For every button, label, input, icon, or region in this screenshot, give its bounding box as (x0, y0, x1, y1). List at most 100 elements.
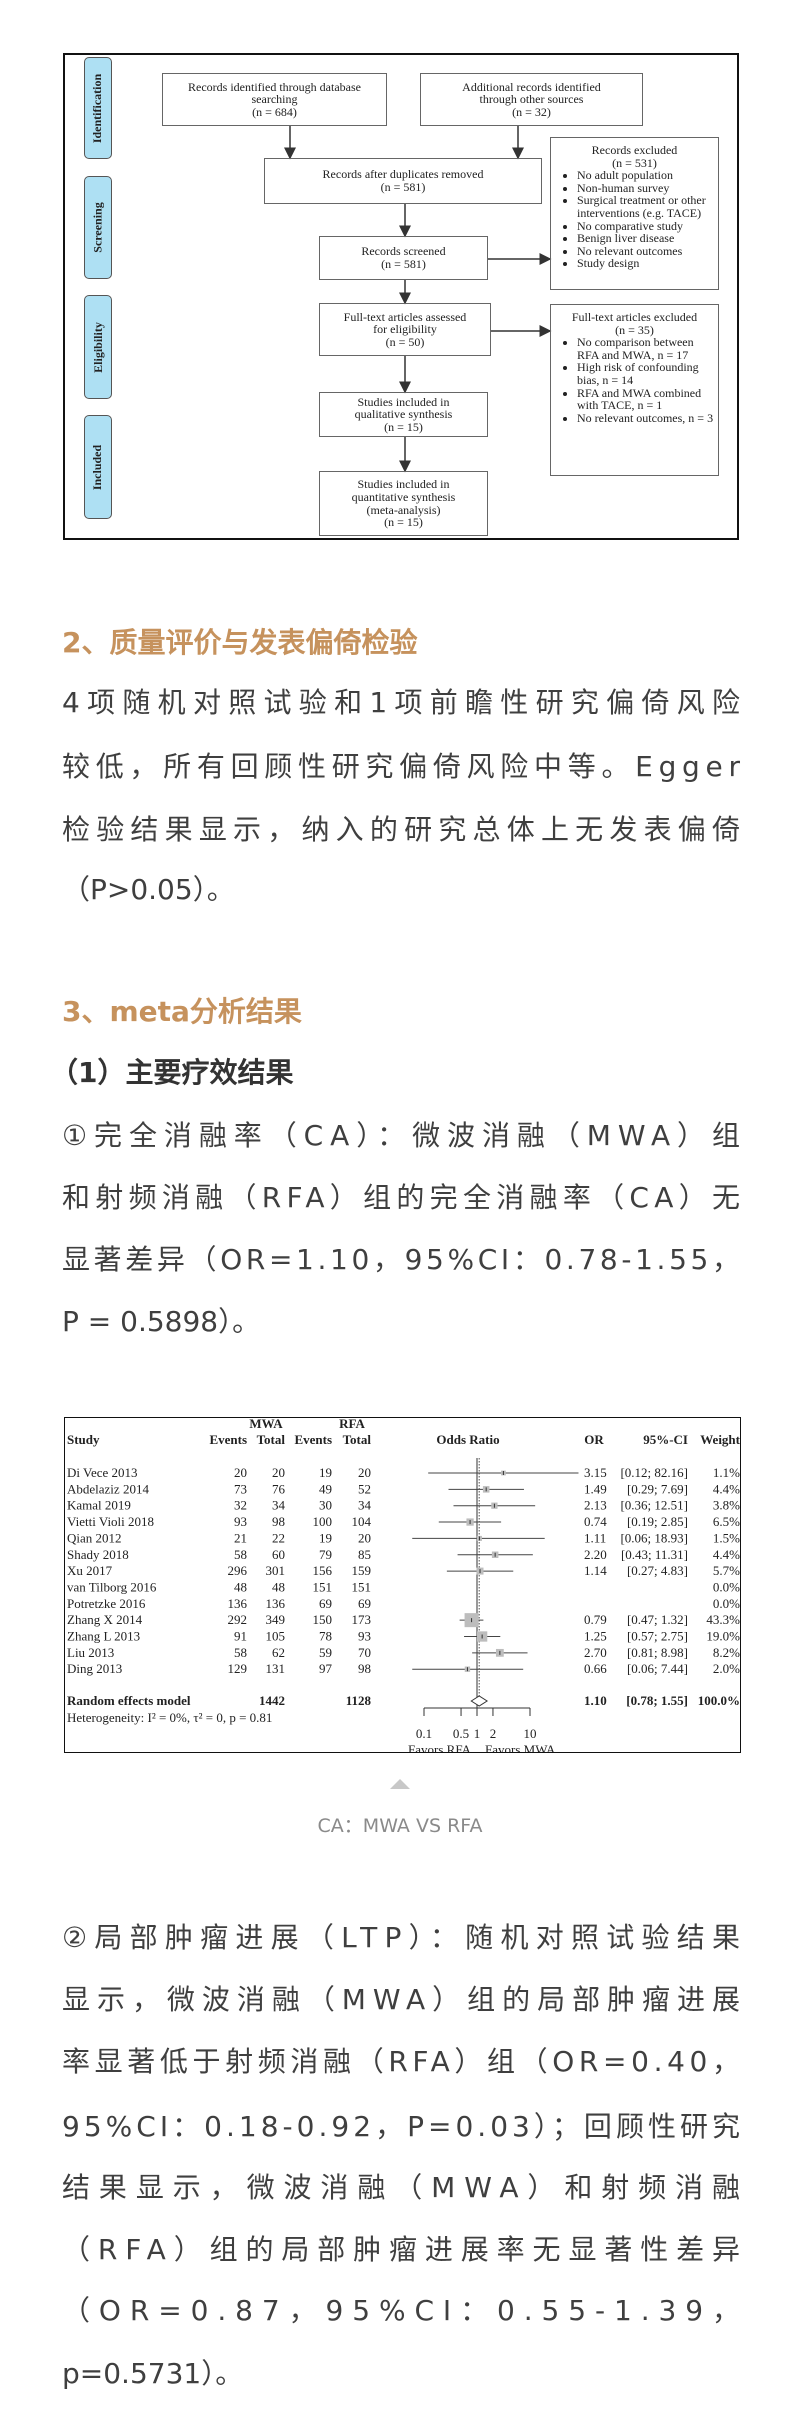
ci-value: [0.36; 12.51] (620, 1498, 688, 1513)
rfa-events: 78 (319, 1629, 332, 1644)
study-label: Di Vece 2013 (67, 1465, 138, 1480)
stage-identification: Identification (84, 57, 112, 159)
ci-value: [0.06; 18.93] (620, 1530, 688, 1545)
paragraph-line: 显示，微波消融（MWA）组的局部肿瘤进展 (62, 1983, 747, 2016)
caption-triangle-icon (390, 1779, 410, 1789)
mwa-total: 34 (272, 1498, 286, 1513)
forest-plot-svg: MWA RFA Study Events Total Events Total Odds Ra… (67, 1418, 740, 1753)
mwa-events: 129 (228, 1661, 248, 1676)
mwa-events: 58 (234, 1645, 247, 1660)
rfa-total: 173 (352, 1612, 372, 1627)
rfa-events: 79 (319, 1547, 332, 1562)
paragraph-line: 结果显示，微波消融（MWA）和射频消融 (62, 2171, 749, 2204)
ci-value: [0.57; 2.75] (627, 1629, 688, 1644)
rfa-events: 59 (319, 1645, 332, 1660)
rfa-total: 20 (358, 1465, 371, 1480)
or-value: 2.20 (584, 1547, 607, 1562)
header-rfa: RFA (339, 1418, 365, 1431)
pooled-weight: 100.0% (698, 1693, 740, 1708)
box-fulltext-excluded: Full-text articles excluded(n = 35) No c… (550, 304, 719, 476)
rfa-events: 150 (313, 1612, 333, 1627)
study-label: Vietti Violi 2018 (67, 1514, 154, 1529)
rfa-events: 151 (313, 1579, 333, 1594)
favors-rfa-label: Favors RFA (408, 1742, 472, 1753)
weight-value: 0.0% (713, 1579, 740, 1594)
weight-value: 4.4% (713, 1547, 740, 1562)
weight-value: 43.3% (706, 1612, 740, 1627)
x-tick-label: 1 (474, 1726, 481, 1741)
header-mwa: MWA (249, 1418, 283, 1431)
rfa-total: 93 (358, 1629, 371, 1644)
mwa-total: 22 (272, 1530, 285, 1545)
box-qualitative-synthesis: Studies included in qualitative synthesis… (319, 392, 488, 437)
mwa-total: 48 (272, 1579, 285, 1594)
study-label: Abdelaziz 2014 (67, 1481, 149, 1496)
ci-value: [0.06; 7.44] (627, 1661, 688, 1676)
rfa-total: 20 (358, 1530, 371, 1545)
or-value: 1.11 (584, 1530, 606, 1545)
study-label: Liu 2013 (67, 1645, 114, 1660)
mwa-events: 93 (234, 1514, 247, 1529)
study-label: Qian 2012 (67, 1530, 122, 1545)
ci-value: [0.43; 11.31] (621, 1547, 688, 1562)
study-label: Shady 2018 (67, 1547, 129, 1562)
records-excluded-list: No adult population Non-human survey Sur… (551, 169, 718, 270)
weight-value: 3.8% (713, 1498, 740, 1513)
mwa-events: 58 (234, 1547, 247, 1562)
ci-value: [0.47; 1.32] (627, 1612, 688, 1627)
rfa-events: 97 (319, 1661, 333, 1676)
pooled-ci: [0.78; 1.55] (626, 1693, 688, 1708)
weight-value: 4.4% (713, 1481, 740, 1496)
or-value: 1.14 (584, 1563, 607, 1578)
x-tick-label: 0.1 (416, 1726, 432, 1741)
flow-arrows (284, 126, 552, 473)
paragraph-line: P = 0.5898）。 (62, 1305, 261, 1338)
rfa-events: 69 (319, 1596, 332, 1611)
rfa-total: 159 (352, 1563, 372, 1578)
or-value: 1.25 (584, 1629, 607, 1644)
mwa-events: 21 (234, 1530, 247, 1545)
header-mwa-events: Events (209, 1432, 247, 1447)
header-study: Study (67, 1432, 100, 1447)
rfa-events: 49 (319, 1481, 332, 1496)
stage-eligibility: Eligibility (84, 295, 112, 399)
paragraph-line: （OR=0.87，95%CI：0.55-1.39， (62, 2294, 749, 2327)
box-after-duplicates: Records after duplicates removed (n = 581… (264, 158, 542, 204)
rfa-total: 70 (358, 1645, 371, 1660)
weight-value: 1.1% (713, 1465, 740, 1480)
ci-value: [0.29; 7.69] (627, 1481, 688, 1496)
box-other-records: Additional records identified through oth… (420, 73, 643, 126)
weight-value: 1.5% (713, 1530, 740, 1545)
study-label: Potretzke 2016 (67, 1596, 146, 1611)
box-database-records: Records identified through database searc… (162, 73, 387, 126)
header-weight: Weight (700, 1432, 740, 1447)
mwa-total: 105 (266, 1629, 286, 1644)
mwa-total: 20 (272, 1465, 285, 1480)
stage-included: Included (84, 415, 112, 519)
box-fulltext-assessed: Full-text articles assessed for eligibili… (319, 303, 491, 356)
paragraph-line: p=0.5731）。 (62, 2357, 244, 2390)
header-ci: 95%-CI (643, 1432, 688, 1447)
pooled-diamond (470, 1695, 489, 1707)
mwa-events: 48 (234, 1579, 247, 1594)
rfa-events: 100 (313, 1514, 333, 1529)
paragraph-line: （P>0.05）。 (62, 873, 235, 906)
section-heading-quality: 2、质量评价与发表偏倚检验 (62, 626, 418, 659)
x-tick-label: 2 (490, 1726, 497, 1741)
mwa-events: 20 (234, 1465, 247, 1480)
mwa-total: 60 (272, 1547, 285, 1562)
mwa-total: 349 (266, 1612, 286, 1627)
rfa-total: 69 (358, 1596, 371, 1611)
prisma-flow-diagram: Identification Screening Eligibility Inc… (63, 53, 739, 540)
subheading-primary-outcomes: （1）主要疗效结果 (50, 1056, 294, 1089)
header-rfa-events: Events (294, 1432, 332, 1447)
rfa-events: 19 (319, 1530, 332, 1545)
mwa-events: 32 (234, 1498, 247, 1513)
header-rfa-total: Total (343, 1432, 372, 1447)
or-value: 3.15 (584, 1465, 607, 1480)
or-value: 1.49 (584, 1481, 607, 1496)
study-label: Zhang X 2014 (67, 1612, 143, 1627)
paragraph-line: 显著差异（OR=1.10，95%CI：0.78-1.55， (62, 1243, 744, 1276)
pooled-rfa-total: 1128 (346, 1693, 372, 1708)
study-label: Zhang L 2013 (67, 1629, 140, 1644)
